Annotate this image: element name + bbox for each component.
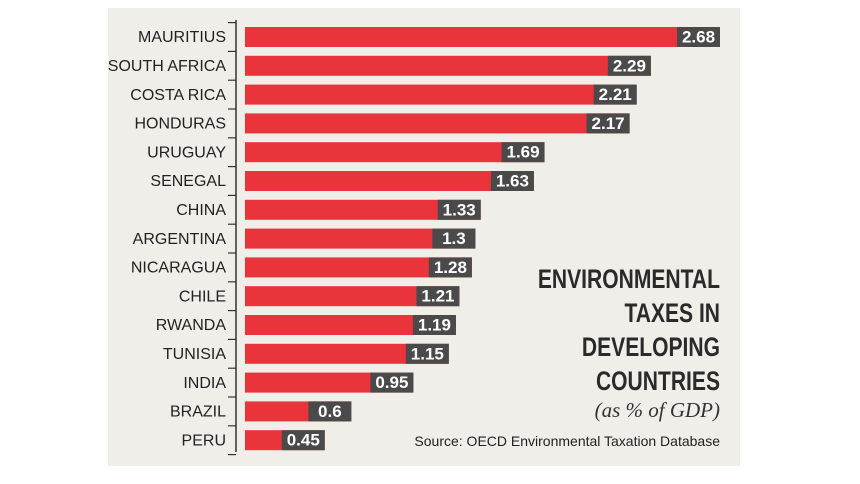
source-note: Source: OECD Environmental Taxation Data…	[414, 433, 720, 449]
value-label: 1.28	[434, 258, 467, 277]
chart-title: ENVIRONMENTAL TAXES IN DEVELOPING COUNTR…	[537, 264, 720, 396]
value-label: 0.45	[287, 431, 320, 450]
value-label: 2.29	[613, 56, 646, 75]
chart-subtitle: (as % of GDP)	[594, 398, 720, 422]
category-label: CHINA	[176, 202, 226, 219]
value-label-box	[308, 401, 352, 422]
bar	[245, 55, 651, 76]
value-label-box	[281, 430, 325, 451]
category-label: SOUTH AFRICA	[108, 58, 227, 75]
value-label-box	[416, 286, 460, 307]
value-label: 2.68	[682, 27, 715, 46]
category-label: ARGENTINA	[133, 231, 227, 248]
value-label: 2.17	[592, 114, 625, 133]
category-label: INDIA	[183, 375, 226, 392]
bar	[245, 199, 481, 220]
category-label: COSTA RICA	[130, 87, 226, 104]
value-label-box	[586, 113, 630, 134]
value-label-box	[428, 257, 472, 278]
category-label: HONDURAS	[134, 116, 226, 133]
bar	[245, 315, 456, 335]
bar	[245, 84, 637, 105]
bar	[245, 228, 476, 249]
value-label-box	[593, 84, 637, 105]
category-label: TUNISIA	[163, 346, 226, 363]
bar	[245, 27, 720, 47]
value-label: 1.21	[421, 287, 454, 306]
category-label: PERU	[182, 432, 226, 449]
value-label-box	[370, 372, 414, 393]
value-label-box	[437, 199, 481, 220]
value-label: 1.19	[418, 315, 451, 334]
value-label-box	[490, 171, 534, 191]
bar	[245, 343, 449, 364]
category-label: CHILE	[179, 288, 226, 305]
value-label: 0.6	[318, 402, 342, 421]
value-label: 1.3	[442, 229, 466, 248]
category-label: NICARAGUA	[131, 260, 226, 277]
bar	[245, 286, 460, 307]
value-label: 2.21	[599, 85, 632, 104]
value-label: 1.69	[506, 143, 539, 162]
value-label-box	[405, 343, 449, 364]
value-label-box	[432, 228, 476, 249]
bar	[245, 171, 534, 191]
category-label: RWANDA	[156, 317, 227, 334]
value-label: 1.15	[411, 344, 444, 363]
category-label: URUGUAY	[147, 144, 226, 161]
value-label: 0.95	[375, 373, 408, 392]
value-label-box	[412, 315, 456, 335]
bar	[245, 113, 630, 134]
category-label: SENEGAL	[150, 173, 226, 190]
bar	[245, 257, 472, 278]
value-label: 1.33	[443, 200, 476, 219]
value-label-box	[607, 55, 651, 76]
category-label: MAURITIUS	[138, 29, 226, 46]
value-label-box	[501, 142, 545, 163]
value-label: 1.63	[496, 171, 529, 190]
category-label: BRAZIL	[170, 404, 226, 421]
value-label-box	[677, 27, 720, 47]
bar	[245, 142, 545, 163]
